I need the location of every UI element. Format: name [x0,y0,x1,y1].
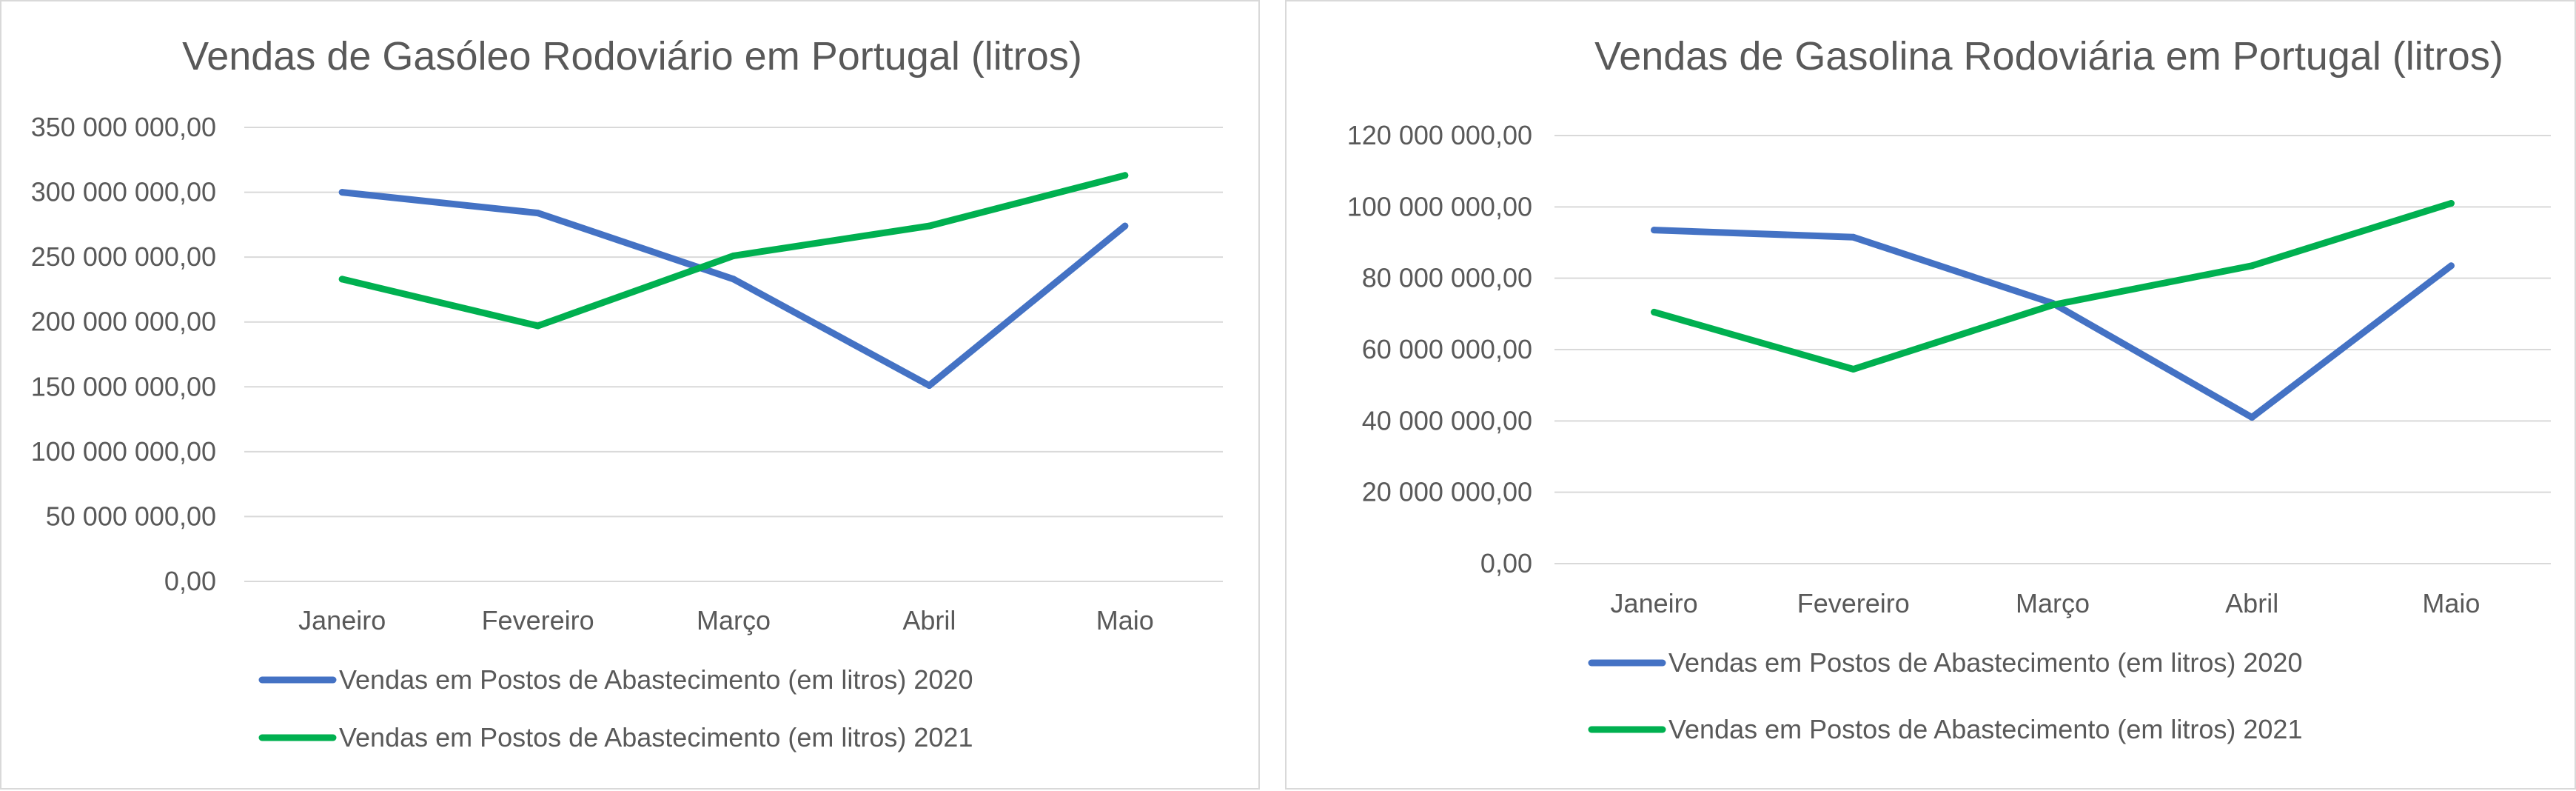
x-tick-label: Abril [902,605,956,635]
x-tick-label: Março [2016,588,2090,618]
x-tick-label: Janeiro [1611,588,1698,618]
legend-label: Vendas em Postos de Abastecimento (em li… [339,664,973,695]
data-point-2 [338,276,346,283]
data-point-2 [1850,365,1857,373]
data-point-2 [1651,308,1658,316]
series-line-2 [1651,200,2455,373]
x-tick-label: Maio [2422,588,2480,618]
legend-label: Vendas em Postos de Abastecimento (em li… [1668,714,2302,744]
data-point-2 [1121,172,1129,179]
x-tick-label: Abril [2225,588,2278,618]
x-tick-label: Janeiro [298,605,386,635]
series-line-1 [1651,227,2455,421]
data-point-1 [730,276,737,283]
x-tick-label: Maio [1096,605,1154,635]
gasoline-line-chart: Vendas de Gasolina Rodoviária em Portuga… [1347,34,2551,744]
series-line-1 [338,189,1129,389]
y-tick-label: 250 000 000,00 [31,241,216,272]
chart-title: Vendas de Gasolina Rodoviária em Portuga… [1594,34,2503,79]
legend-label: Vendas em Postos de Abastecimento (em li… [339,722,973,752]
gasoline-chart-panel: Vendas de Gasolina Rodoviária em Portuga… [1285,0,2576,790]
data-point-2 [925,222,933,230]
diesel-chart-panel: Vendas de Gasóleo Rodoviário em Portugal… [0,0,1260,790]
y-tick-label: 100 000 000,00 [31,436,216,467]
chart-title: Vendas de Gasóleo Rodoviário em Portugal… [182,34,1082,79]
data-point-1 [925,382,933,390]
data-point-2 [2447,200,2455,207]
y-tick-label: 0,00 [1480,548,1532,578]
data-point-1 [1850,233,1857,241]
data-point-2 [534,322,542,330]
data-point-1 [534,210,542,217]
data-point-2 [2049,301,2056,309]
data-point-1 [1651,227,1658,234]
x-tick-label: Fevereiro [482,605,594,635]
data-point-2 [730,252,737,259]
data-point-1 [2447,262,2455,270]
y-tick-label: 300 000 000,00 [31,177,216,207]
y-tick-label: 60 000 000,00 [1362,334,1532,364]
y-tick-label: 50 000 000,00 [46,501,216,531]
x-tick-label: Março [697,605,771,635]
data-point-2 [2248,262,2255,270]
y-tick-label: 100 000 000,00 [1347,191,1532,221]
legend-label: Vendas em Postos de Abastecimento (em li… [1668,647,2302,678]
y-tick-label: 120 000 000,00 [1347,120,1532,150]
y-tick-label: 80 000 000,00 [1362,263,1532,293]
x-tick-label: Fevereiro [1797,588,1910,618]
series-line-2 [338,172,1129,330]
y-tick-label: 0,00 [164,566,216,596]
y-tick-label: 150 000 000,00 [31,371,216,401]
data-point-1 [2248,414,2255,421]
y-tick-label: 20 000 000,00 [1362,477,1532,507]
diesel-line-chart: Vendas de Gasóleo Rodoviário em Portugal… [31,34,1223,752]
y-tick-label: 200 000 000,00 [31,307,216,337]
data-point-1 [338,189,346,196]
data-point-1 [1121,222,1129,230]
y-tick-label: 350 000 000,00 [31,112,216,142]
y-tick-label: 40 000 000,00 [1362,405,1532,435]
